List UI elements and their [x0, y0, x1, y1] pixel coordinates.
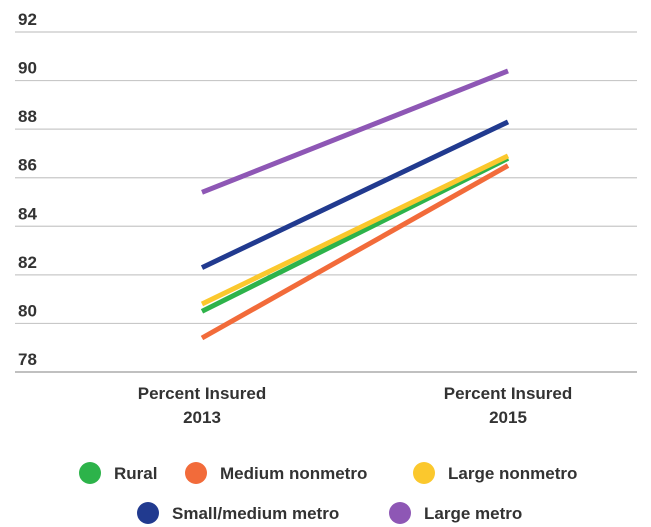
legend-swatch — [137, 502, 159, 524]
series-line-large-metro — [201, 68, 509, 195]
x-category-label: 2013 — [183, 408, 221, 427]
y-tick-label: 78 — [18, 350, 37, 369]
x-category-label: Percent Insured — [444, 384, 573, 403]
legend-label: Large metro — [424, 504, 522, 523]
legend-swatch — [185, 462, 207, 484]
series-line-medium-nonmetro — [200, 163, 510, 341]
legend-label: Large nonmetro — [448, 464, 577, 483]
series-line-rural — [200, 156, 510, 314]
y-tick-label: 82 — [18, 253, 37, 272]
legend-label: Rural — [114, 464, 157, 483]
legend-item: Large metro — [389, 502, 522, 524]
legend-item: Rural — [79, 462, 157, 484]
y-tick-label: 80 — [18, 301, 37, 320]
legend-swatch — [389, 502, 411, 524]
y-tick-label: 90 — [18, 59, 37, 78]
legend-label: Small/medium metro — [172, 504, 339, 523]
legend-swatch — [413, 462, 435, 484]
legend-item: Medium nonmetro — [185, 462, 367, 484]
legend-label: Medium nonmetro — [220, 464, 367, 483]
legend-item: Small/medium metro — [137, 502, 339, 524]
legend-item: Large nonmetro — [413, 462, 577, 484]
x-category-label: 2015 — [489, 408, 527, 427]
series-line-small-medium-metro — [200, 119, 510, 270]
series-line-large-nonmetro — [200, 153, 510, 307]
y-tick-label: 92 — [18, 10, 37, 29]
legend: Rural Medium nonmetro Large nonmetro Small/… — [79, 462, 577, 524]
y-tick-label: 88 — [18, 107, 37, 126]
y-axis-tick-labels: 78 80 82 84 86 88 90 92 — [18, 10, 37, 369]
series-lines — [200, 68, 510, 341]
y-tick-label: 86 — [18, 156, 37, 175]
y-tick-label: 84 — [18, 204, 37, 223]
legend-swatch — [79, 462, 101, 484]
x-axis-category-labels: Percent Insured 2013 Percent Insured 2015 — [138, 384, 573, 427]
x-category-label: Percent Insured — [138, 384, 267, 403]
gridlines — [15, 31, 637, 373]
